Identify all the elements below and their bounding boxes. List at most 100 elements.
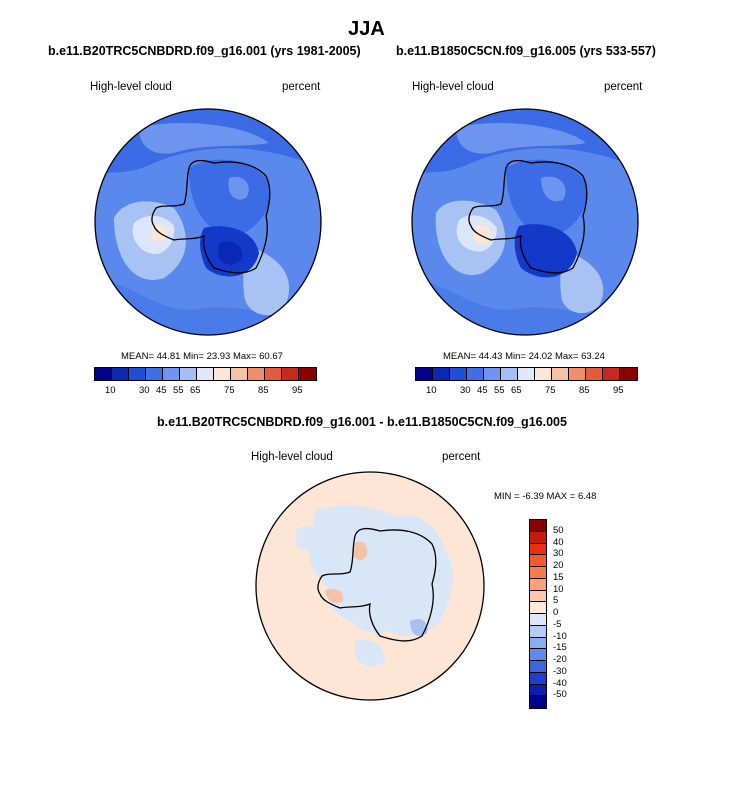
panel1-min-value: 23.93 <box>206 351 231 362</box>
diff-colorbar-tick-label: -50 <box>553 689 567 701</box>
diff-colorbar-ticks: 50 40 30 20 15 10 5 0 -5 -10 -15 -20 -30 -40 -50 <box>553 519 593 709</box>
diff-colorbar-tick-label: 20 <box>553 560 564 571</box>
panel2-colorbar-ticks: 10 30 45 55 65 75 85 95 <box>415 385 638 397</box>
diff-colorbar-cell <box>530 531 546 544</box>
diff-colorbar-tick-label: -40 <box>553 677 567 689</box>
diff-colorbar-cell <box>530 590 546 603</box>
panel1-colorbar-cell <box>180 368 197 380</box>
panel2-colorbar-tick-label: 95 <box>613 385 624 396</box>
diff-colorbar-cell <box>530 520 546 532</box>
panel1-case-title: b.e11.B20TRC5CNBDRD.f09_g16.001 (yrs 198… <box>48 44 361 58</box>
panel2-colorbar-cell <box>620 368 637 380</box>
panel2-colorbar-tick-label: 10 <box>426 385 437 396</box>
panel1-colorbar-tick-label: 95 <box>292 385 303 396</box>
panel1-colorbar-cell <box>95 368 112 380</box>
diff-colorbar-cell <box>530 672 546 685</box>
panel2-colorbar-cell <box>484 368 501 380</box>
panel2-colorbar-cell <box>518 368 535 380</box>
panel1-colorbar-tick-label: 55 <box>173 385 184 396</box>
panel2-max-label: Max= <box>554 351 579 362</box>
diff-minmax: MIN = -6.39 MAX = 6.48 <box>494 491 597 502</box>
panel1-colorbar-cell <box>146 368 163 380</box>
diff-colorbar-tick-label: 15 <box>553 571 564 583</box>
panel2-colorbar-cell <box>535 368 552 380</box>
panel2-mean-value: 44.43 <box>478 351 503 362</box>
diff-colorbar-cell <box>530 625 546 638</box>
panel1-colorbar-tick-label: 85 <box>258 385 269 396</box>
panel2-colorbar-cell <box>552 368 569 380</box>
panel2-colorbar-cell <box>416 368 433 380</box>
panel1-colorbar-cell <box>265 368 282 380</box>
panel2-min-label: Min= <box>505 351 526 362</box>
panel2-max-value: 63.24 <box>581 351 605 362</box>
panel1-colorbar <box>94 367 317 381</box>
diff-colorbar-tick-label: 10 <box>553 583 564 595</box>
panel1-colorbar-tick-label: 30 <box>139 385 150 396</box>
panel1-max-label: Max= <box>232 351 257 362</box>
diff-colorbar-cell <box>530 555 546 567</box>
panel1-colorbar-cell <box>248 368 265 380</box>
diff-case-title: b.e11.B20TRC5CNBDRD.f09_g16.001 - b.e11.… <box>157 415 567 429</box>
panel1-colorbar-ticks: 10 30 45 55 65 75 85 95 <box>94 385 317 397</box>
panel2-mean-label: MEAN= <box>443 351 476 362</box>
diff-colorbar-cell <box>530 543 546 556</box>
panel1-colorbar-tick-label: 45 <box>156 385 167 396</box>
panel2-colorbar <box>415 367 638 381</box>
diff-units-label: percent <box>442 451 481 463</box>
panel1-mean-value: 44.81 <box>156 351 181 362</box>
diff-colorbar-cell <box>530 649 546 661</box>
panel2-variable-label: High-level cloud <box>412 81 494 93</box>
panel2-colorbar-tick-label: 30 <box>460 385 471 396</box>
panel1-colorbar-tick-label: 75 <box>224 385 235 396</box>
panel1-mean-label: MEAN= <box>121 351 154 362</box>
panel1-colorbar-cell <box>129 368 146 380</box>
panel1-colorbar-cell <box>282 368 299 380</box>
diff-colorbar-cell <box>530 661 546 673</box>
panel1-colorbar-tick-label: 65 <box>190 385 201 396</box>
panel1-colorbar-cell <box>214 368 231 380</box>
diff-colorbar-cell <box>530 578 546 591</box>
panel1-colorbar-cell <box>163 368 180 380</box>
panel2-stats: MEAN= 44.43 Min= 24.02 Max= 63.24 <box>443 351 605 362</box>
diff-colorbar-tick-label: 50 <box>553 524 564 536</box>
diff-colorbar-cell <box>530 696 546 708</box>
panel2-polar-map <box>411 108 639 336</box>
panel1-colorbar-cell <box>197 368 214 380</box>
diff-colorbar-tick-label: 5 <box>553 595 559 607</box>
panel1-polar-map <box>94 108 322 336</box>
panel2-colorbar-tick-label: 55 <box>494 385 505 396</box>
panel2-colorbar-cell <box>603 368 620 380</box>
panel1-max-value: 60.67 <box>259 351 283 362</box>
diff-colorbar-cell <box>530 684 546 697</box>
diff-polar-map <box>255 471 485 701</box>
diff-colorbar-tick-label: -10 <box>553 630 567 642</box>
panel1-colorbar-cell <box>112 368 129 380</box>
panel2-colorbar-cell <box>569 368 586 380</box>
panel1-colorbar-cell <box>231 368 248 380</box>
panel1-stats: MEAN= 44.81 Min= 23.93 Max= 60.67 <box>121 351 283 362</box>
diff-colorbar-tick-label: -30 <box>553 665 567 677</box>
panel2-colorbar-cell <box>501 368 518 380</box>
diff-colorbar-cell <box>530 602 546 614</box>
diff-colorbar-cell <box>530 567 546 579</box>
panel2-units-label: percent <box>604 81 643 93</box>
panel2-colorbar-tick-label: 45 <box>477 385 488 396</box>
panel2-colorbar-cell <box>433 368 450 380</box>
panel1-units-label: percent <box>282 81 321 93</box>
panel2-colorbar-cell <box>467 368 484 380</box>
panel2-min-value: 24.02 <box>528 351 553 362</box>
panel2-colorbar-tick-label: 65 <box>511 385 522 396</box>
panel1-colorbar-cell <box>299 368 316 380</box>
diff-variable-label: High-level cloud <box>251 451 333 463</box>
panel1-variable-label: High-level cloud <box>90 81 172 93</box>
diff-colorbar-tick-label: -20 <box>553 654 567 665</box>
panel2-colorbar-tick-label: 75 <box>545 385 556 396</box>
panel1-min-label: Min= <box>183 351 204 362</box>
page-title: JJA <box>348 18 385 40</box>
diff-colorbar-tick-label: 0 <box>553 607 559 618</box>
panel1-colorbar-tick-label: 10 <box>105 385 116 396</box>
diff-colorbar-tick-label: 30 <box>553 548 564 560</box>
diff-colorbar-tick-label: 40 <box>553 536 564 548</box>
diff-colorbar <box>529 519 547 709</box>
diff-colorbar-tick-label: -5 <box>553 618 562 630</box>
